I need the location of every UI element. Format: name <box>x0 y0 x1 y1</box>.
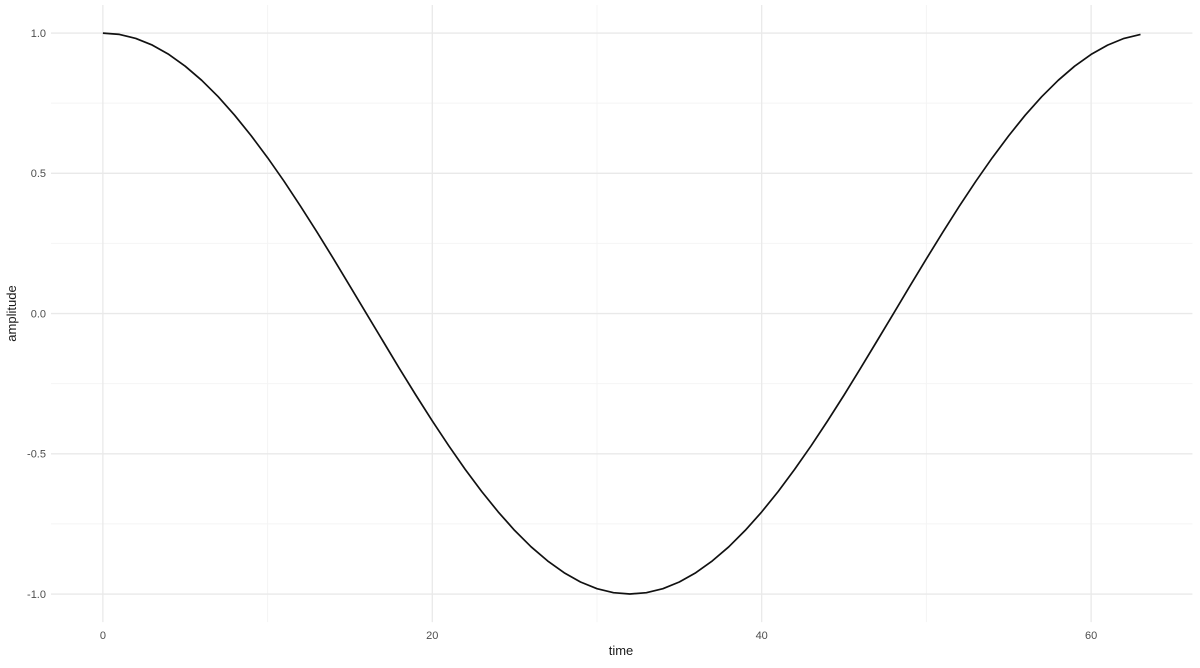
x-tick-label: 0 <box>100 630 106 642</box>
y-tick-label: 1.0 <box>31 28 46 40</box>
tick-labels: 0 20 40 60 1.0 0.5 0.0 -0.5 -1.0 <box>27 28 1097 642</box>
series-layer <box>102 32 1141 595</box>
y-tick-label: 0.0 <box>31 308 46 320</box>
x-tick-label: 60 <box>1085 630 1097 642</box>
minor-gridlines <box>51 5 1193 623</box>
cosine-line <box>102 32 1141 595</box>
major-gridlines <box>51 5 1193 623</box>
x-tick-label: 20 <box>426 630 438 642</box>
y-tick-label: -0.5 <box>27 449 46 461</box>
y-axis-title: amplitude <box>4 285 19 341</box>
y-tick-label: -1.0 <box>27 589 46 601</box>
y-tick-label: 0.5 <box>31 168 46 180</box>
x-axis-title: time <box>609 643 634 658</box>
x-tick-label: 40 <box>756 630 768 642</box>
